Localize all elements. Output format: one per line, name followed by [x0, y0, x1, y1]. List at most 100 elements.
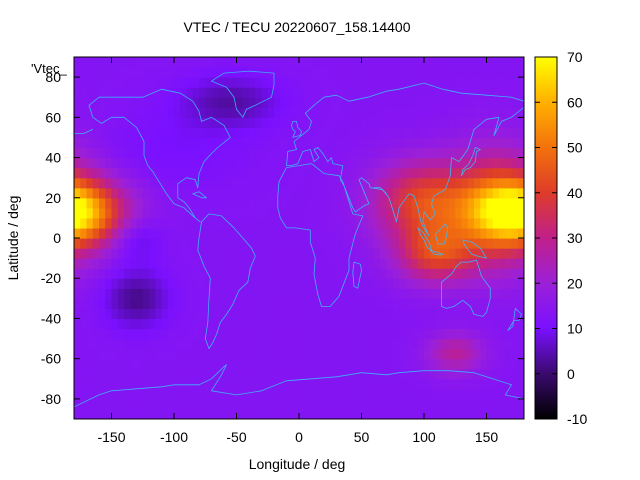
heatmap-cell [217, 358, 225, 370]
heatmap-cell [236, 97, 244, 108]
heatmap-cell [124, 67, 131, 78]
heatmap-cell [274, 258, 281, 269]
heatmap-cell [249, 328, 256, 340]
heatmap-cell [161, 298, 169, 309]
heatmap-cell [167, 238, 175, 249]
heatmap-cell [236, 298, 244, 309]
heatmap-cell [211, 207, 219, 219]
heatmap-cell [286, 268, 294, 279]
heatmap-cell [105, 107, 113, 118]
heatmap-cell [317, 87, 325, 98]
heatmap-cell [105, 238, 113, 249]
heatmap-cell [192, 137, 200, 149]
heatmap-cell [99, 67, 106, 78]
heatmap-cell [174, 227, 181, 239]
heatmap-cell [155, 328, 163, 340]
heatmap-cell [492, 97, 500, 108]
heatmap-cell [367, 398, 375, 410]
heatmap-cell [267, 137, 275, 149]
heatmap-cell [280, 107, 288, 118]
heatmap-cell [336, 137, 344, 149]
heatmap-cell [186, 197, 194, 209]
heatmap-cell [80, 187, 88, 199]
heatmap-cell [367, 258, 375, 269]
heatmap-cell [405, 278, 413, 289]
heatmap-cell [355, 378, 363, 390]
heatmap-cell [411, 308, 419, 320]
heatmap-cell [455, 97, 463, 108]
heatmap-cell [436, 338, 444, 350]
heatmap-cell [167, 288, 175, 299]
heatmap-cell [236, 268, 244, 279]
heatmap-cell [186, 157, 194, 169]
heatmap-cell [461, 278, 469, 289]
heatmap-cell [217, 137, 225, 149]
heatmap-cell [499, 238, 506, 249]
heatmap-cell [449, 348, 456, 360]
heatmap-cell [186, 318, 194, 330]
heatmap-cell [386, 87, 394, 98]
heatmap-cell [217, 308, 225, 320]
heatmap-cell [199, 238, 206, 249]
heatmap-cell [99, 137, 106, 149]
heatmap-cell [161, 87, 169, 98]
heatmap-cell [236, 338, 244, 350]
heatmap-cell [224, 117, 231, 128]
heatmap-cell [230, 248, 238, 259]
heatmap-cell [161, 137, 169, 149]
heatmap-cell [242, 197, 250, 209]
heatmap-cell [417, 147, 425, 159]
heatmap-cell [136, 67, 144, 78]
heatmap-cell [480, 348, 488, 360]
heatmap-cell [255, 358, 263, 370]
heatmap-cell [180, 238, 188, 249]
heatmap-cell [505, 127, 513, 139]
heatmap-cell [380, 157, 388, 169]
heatmap-cell [86, 308, 94, 320]
heatmap-cell [392, 197, 400, 209]
heatmap-cell [367, 408, 375, 419]
heatmap-cell [511, 258, 519, 269]
heatmap-cell [474, 318, 481, 330]
heatmap-cell [74, 127, 81, 139]
heatmap-cell [499, 127, 506, 139]
heatmap-cell [199, 67, 206, 78]
coastline-cuba [192, 191, 207, 199]
heatmap-cell [511, 238, 519, 249]
heatmap-cell [249, 368, 256, 380]
heatmap-cell [374, 177, 381, 189]
heatmap-cell [211, 157, 219, 169]
heatmap-cell [517, 368, 524, 380]
heatmap-cell [167, 318, 175, 330]
heatmap-cell [505, 87, 513, 98]
x-tick-label: 50 [354, 429, 370, 445]
heatmap-cell [311, 408, 319, 419]
heatmap-cell [499, 157, 506, 169]
heatmap-cell [380, 258, 388, 269]
heatmap-cell [286, 298, 294, 309]
heatmap-cell [474, 348, 481, 360]
heatmap-cell [205, 97, 213, 108]
heatmap-cell [480, 127, 488, 139]
heatmap-cell [505, 167, 513, 179]
heatmap-cell [349, 97, 356, 108]
heatmap-cell [186, 57, 194, 68]
heatmap-cell [517, 298, 524, 309]
heatmap-cell [505, 328, 513, 340]
heatmap-cell [186, 117, 194, 128]
heatmap-cell [124, 97, 131, 108]
heatmap-cell [161, 187, 169, 199]
heatmap-cell [80, 378, 88, 390]
heatmap-cell [461, 288, 469, 299]
heatmap-cell [311, 207, 319, 219]
heatmap-cell [299, 288, 306, 299]
heatmap-cell [280, 177, 288, 189]
heatmap-cell [280, 197, 288, 209]
heatmap-cell [117, 388, 125, 400]
heatmap-cell [105, 207, 113, 219]
heatmap-cell [324, 147, 331, 159]
heatmap-cell [474, 197, 481, 209]
heatmap-cell [92, 388, 100, 400]
heatmap-cell [474, 217, 481, 229]
heatmap-cell [217, 127, 225, 139]
